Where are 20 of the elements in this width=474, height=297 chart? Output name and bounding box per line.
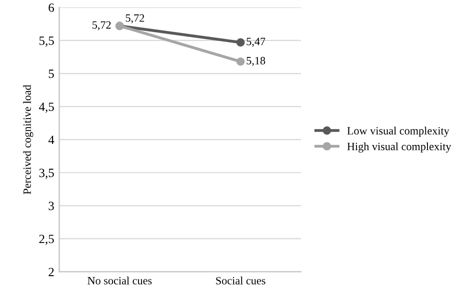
legend-label: Low visual complexity (347, 126, 450, 137)
data-label: 5,47 (246, 38, 266, 47)
data-label: 5,18 (246, 56, 266, 66)
y-tick-label: 4 (48, 136, 54, 144)
y-tick-label: 2 (48, 268, 54, 276)
y-tick-label: 3 (48, 202, 54, 210)
y-tick-label: 5 (48, 70, 54, 78)
data-label: 5,72 (92, 21, 111, 30)
point (236, 57, 245, 66)
y-axis-title: Perceived cognitive load (23, 84, 34, 194)
x-tick-label: No social cues (88, 276, 152, 284)
y-tick-label: 3,5 (39, 168, 54, 179)
data-label: 5,72 (126, 14, 144, 24)
legend-label: High visual complexity (347, 142, 452, 153)
point (236, 38, 245, 47)
y-tick-label: 5,5 (39, 36, 54, 47)
y-tick-label: 2,5 (39, 234, 54, 245)
x-tick-label: Social cues (216, 276, 266, 284)
y-tick-label: 4,5 (39, 102, 54, 113)
y-tick-label: 6 (48, 3, 54, 12)
